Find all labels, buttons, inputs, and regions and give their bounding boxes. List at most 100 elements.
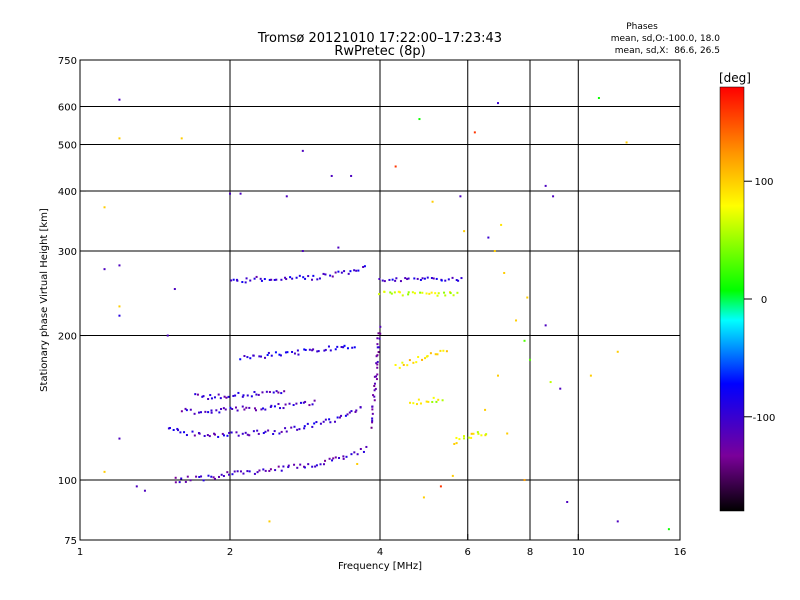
- data-point: [196, 393, 199, 396]
- data-point: [250, 395, 253, 398]
- data-point: [195, 475, 198, 478]
- data-point: [383, 280, 386, 283]
- data-point: [418, 118, 421, 121]
- data-point: [407, 293, 410, 296]
- data-point: [252, 430, 255, 433]
- data-point: [268, 390, 271, 393]
- data-point: [312, 274, 315, 277]
- data-point: [302, 276, 305, 279]
- data-point: [301, 149, 304, 152]
- data-point: [313, 399, 316, 402]
- data-point: [338, 457, 341, 460]
- data-point: [322, 272, 325, 275]
- data-point: [667, 528, 670, 531]
- data-point: [500, 223, 503, 226]
- x-tick-label: 2: [227, 547, 233, 558]
- data-point: [350, 174, 353, 177]
- data-point: [308, 404, 311, 407]
- data-point: [213, 396, 216, 399]
- data-point: [297, 353, 300, 356]
- data-point: [201, 395, 204, 398]
- plot-area: 1 2 4 6 8 10 16 75 100 200 300 400 500 600 750: [58, 56, 686, 558]
- data-point: [616, 520, 619, 523]
- data-point: [292, 404, 295, 407]
- data-point: [268, 520, 271, 523]
- data-point: [431, 200, 434, 203]
- data-point: [298, 274, 301, 277]
- data-point: [272, 432, 275, 435]
- data-point: [303, 425, 306, 428]
- data-point: [436, 294, 439, 297]
- data-point: [253, 277, 256, 280]
- data-point: [344, 414, 347, 417]
- data-point: [429, 352, 432, 355]
- data-point: [218, 411, 221, 414]
- data-point: [260, 279, 263, 282]
- data-point: [298, 428, 301, 431]
- data-point: [342, 455, 345, 458]
- data-point: [328, 418, 331, 421]
- data-point: [215, 409, 218, 412]
- data-point: [295, 402, 298, 405]
- data-point: [336, 345, 339, 348]
- data-point: [222, 475, 225, 478]
- data-point: [277, 402, 280, 405]
- data-point: [625, 141, 628, 144]
- y-tick-label: 400: [58, 187, 77, 198]
- data-point: [398, 291, 401, 294]
- data-point: [552, 195, 555, 198]
- data-point: [212, 476, 215, 479]
- data-point: [209, 394, 212, 397]
- data-point: [270, 404, 273, 407]
- data-point: [268, 469, 271, 472]
- data-point: [338, 416, 341, 419]
- data-point: [237, 391, 240, 394]
- data-point: [143, 489, 146, 492]
- data-point: [463, 230, 466, 233]
- data-point: [118, 314, 121, 317]
- data-point: [311, 465, 314, 468]
- data-point: [459, 195, 462, 198]
- y-axis-label: Stationary phase Virtual Height [km]: [39, 208, 50, 392]
- data-point: [413, 292, 416, 295]
- data-point: [355, 409, 358, 412]
- data-point: [229, 192, 231, 195]
- data-point: [234, 406, 237, 409]
- data-point: [432, 396, 435, 399]
- data-point: [248, 434, 251, 437]
- data-point: [244, 281, 247, 284]
- data-point: [220, 408, 223, 411]
- data-point: [472, 432, 475, 435]
- y-tick-label: 750: [58, 56, 77, 67]
- data-point: [280, 469, 283, 472]
- data-point: [229, 406, 232, 409]
- data-point: [375, 362, 378, 365]
- data-point: [419, 278, 422, 281]
- data-point: [260, 355, 263, 358]
- data-point: [303, 466, 306, 469]
- data-point: [234, 394, 237, 397]
- data-point: [207, 398, 210, 401]
- data-point: [417, 398, 420, 401]
- data-point: [406, 278, 409, 281]
- data-point: [217, 475, 220, 478]
- data-point: [249, 357, 252, 360]
- data-point: [355, 269, 358, 272]
- data-point: [323, 349, 326, 352]
- data-point: [373, 389, 376, 392]
- data-point: [395, 277, 398, 280]
- data-point: [241, 405, 244, 408]
- data-point: [374, 375, 377, 378]
- data-point: [239, 358, 242, 361]
- data-point: [549, 381, 552, 384]
- data-point: [357, 269, 360, 272]
- data-point: [376, 366, 379, 369]
- data-point: [189, 479, 192, 482]
- data-point: [456, 291, 459, 294]
- data-point: [362, 266, 365, 269]
- data-point: [277, 391, 280, 394]
- data-point: [467, 436, 470, 439]
- data-point: [221, 432, 224, 435]
- data-point: [296, 466, 299, 469]
- data-point: [440, 279, 443, 282]
